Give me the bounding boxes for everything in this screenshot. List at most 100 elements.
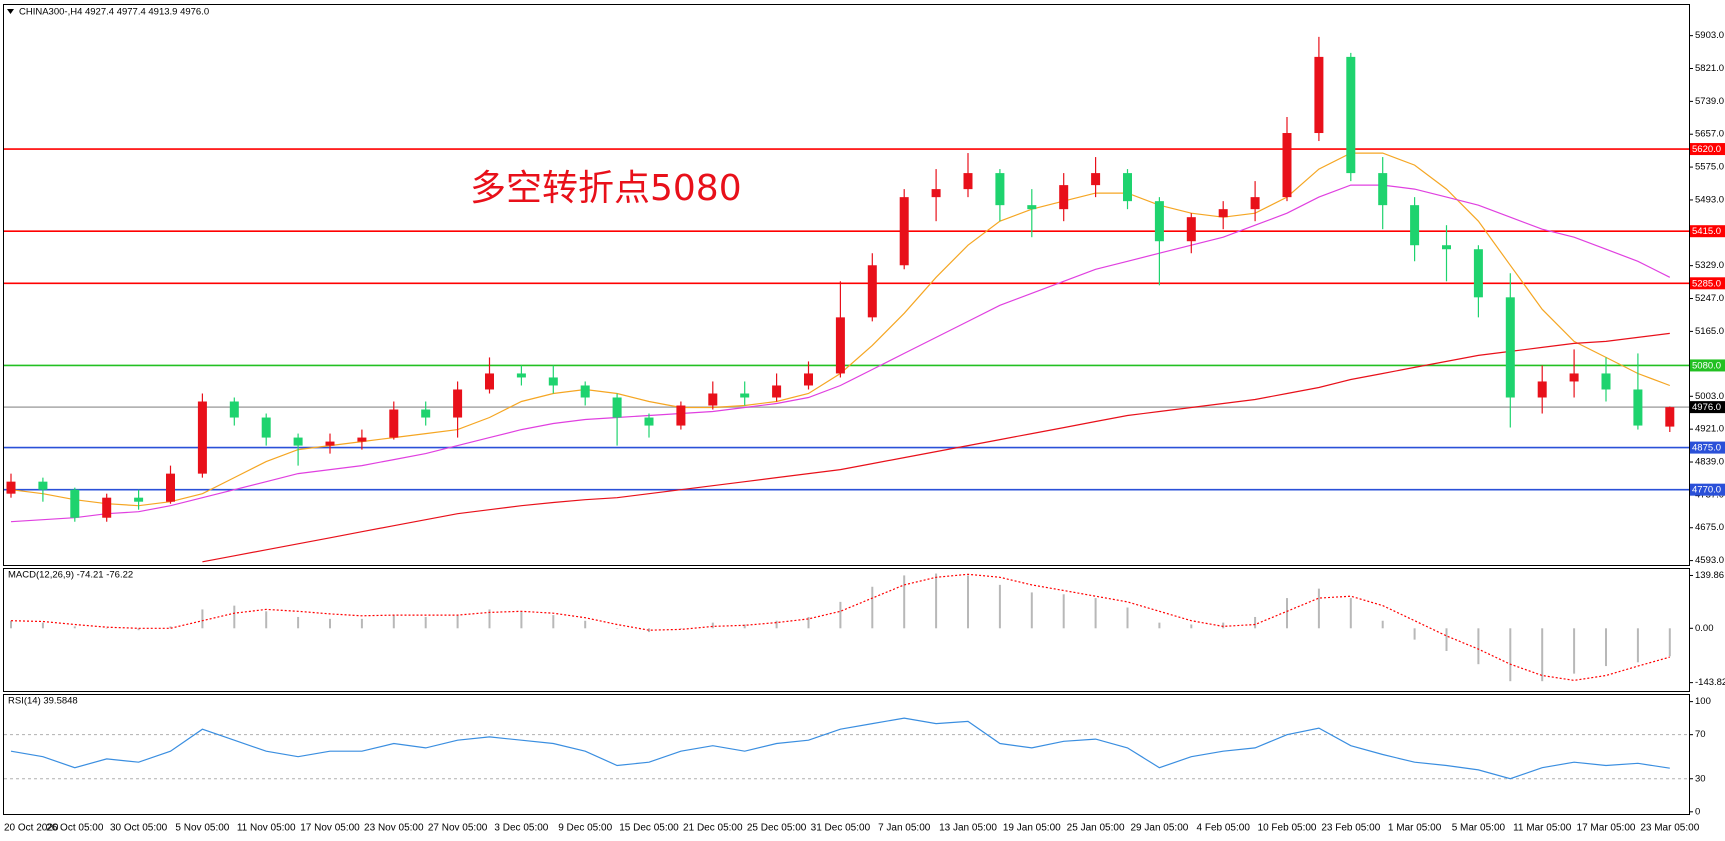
histogram-bar bbox=[520, 611, 523, 629]
histogram-bar bbox=[1222, 622, 1225, 629]
x-tick-label: 23 Mar 05:00 bbox=[1640, 823, 1699, 834]
candle-body bbox=[963, 173, 973, 190]
histogram-bar bbox=[1062, 594, 1065, 629]
x-tick-label: 1 Mar 05:00 bbox=[1388, 823, 1442, 834]
macd-panel-frame bbox=[3, 568, 1690, 692]
y-tick-label: 5739.0 bbox=[1695, 96, 1724, 107]
x-tick-label: 23 Nov 05:00 bbox=[364, 823, 424, 834]
candle-body bbox=[1569, 373, 1579, 382]
candle-body bbox=[676, 405, 686, 426]
candle-body bbox=[612, 397, 622, 418]
moving-average bbox=[10, 184, 1671, 523]
candle-body bbox=[740, 393, 750, 398]
candle-body bbox=[1633, 389, 1643, 426]
x-tick-label: 5 Nov 05:00 bbox=[175, 823, 229, 834]
histogram-bar bbox=[1541, 628, 1544, 682]
histogram-bar bbox=[967, 575, 969, 629]
candle-body bbox=[453, 389, 463, 418]
x-tick-label: 13 Jan 05:00 bbox=[939, 823, 997, 834]
level-label: 5285.0 bbox=[1692, 278, 1721, 289]
histogram-bar bbox=[1254, 616, 1257, 629]
x-tick-label: 20 Oct 2020 bbox=[4, 823, 59, 834]
y-tick-label: 0 bbox=[1695, 806, 1700, 817]
x-tick-label: 19 Jan 05:00 bbox=[1003, 823, 1061, 834]
candle-body bbox=[229, 401, 239, 418]
x-tick-label: 11 Mar 05:00 bbox=[1513, 823, 1572, 834]
level-label: 5620.0 bbox=[1692, 144, 1721, 155]
level-label: 5080.0 bbox=[1692, 360, 1721, 371]
histogram-bar bbox=[392, 615, 395, 629]
y-tick-label: -143.82 bbox=[1695, 677, 1725, 688]
x-tick-label: 5 Mar 05:00 bbox=[1452, 823, 1506, 834]
level-label: 4875.0 bbox=[1692, 443, 1721, 454]
histogram-bar bbox=[297, 616, 300, 629]
histogram-bar bbox=[616, 628, 619, 629]
level-label-box bbox=[1690, 277, 1725, 290]
candle-body bbox=[1410, 205, 1420, 246]
level-label: 5415.0 bbox=[1692, 226, 1721, 237]
x-tick-label: 15 Dec 05:00 bbox=[619, 823, 679, 834]
candle-body bbox=[38, 481, 48, 490]
x-tick-label: 31 Dec 05:00 bbox=[811, 823, 871, 834]
histogram-bar bbox=[1636, 628, 1639, 663]
x-tick-label: 11 Nov 05:00 bbox=[237, 823, 296, 834]
candle-body bbox=[867, 265, 877, 318]
candle-body bbox=[548, 377, 558, 386]
histogram-bar bbox=[1413, 628, 1416, 640]
histogram-bar bbox=[1030, 592, 1033, 629]
histogram-bar bbox=[456, 615, 459, 629]
histogram-bar bbox=[679, 628, 682, 629]
histogram-bar bbox=[10, 620, 12, 629]
candle-body bbox=[1091, 173, 1101, 186]
x-tick-label: 29 Jan 05:00 bbox=[1130, 823, 1188, 834]
histogram-bar bbox=[1509, 628, 1512, 682]
y-tick-label: 4921.0 bbox=[1695, 424, 1724, 435]
y-tick-label: 5493.0 bbox=[1695, 194, 1724, 205]
y-tick-label: 70 bbox=[1695, 729, 1706, 740]
x-tick-label: 9 Dec 05:00 bbox=[558, 823, 612, 834]
candle-body bbox=[772, 385, 782, 398]
candle-body bbox=[1378, 173, 1388, 206]
y-tick-label: 4593.0 bbox=[1695, 555, 1724, 566]
candle-body bbox=[1601, 373, 1611, 390]
candle-body bbox=[1123, 173, 1132, 202]
y-tick-label: 139.86 bbox=[1695, 570, 1724, 581]
moving-average bbox=[202, 332, 1670, 563]
candle-body bbox=[421, 409, 431, 418]
candle-body bbox=[6, 481, 16, 494]
x-tick-label: 25 Jan 05:00 bbox=[1067, 823, 1125, 834]
candle-body bbox=[1473, 249, 1483, 298]
candle-body bbox=[1346, 56, 1356, 174]
y-tick-label: 4839.0 bbox=[1695, 457, 1724, 468]
rsi-line bbox=[10, 717, 1670, 780]
histogram-bar bbox=[73, 626, 76, 629]
histogram-bar bbox=[1668, 628, 1671, 657]
candle-body bbox=[134, 497, 144, 502]
y-tick-label: 0.00 bbox=[1695, 623, 1714, 634]
histogram-bar bbox=[137, 628, 140, 631]
histogram-bar bbox=[105, 628, 108, 629]
candle-body bbox=[1314, 56, 1324, 134]
candle-body bbox=[516, 373, 526, 378]
histogram-bar bbox=[488, 609, 491, 629]
histogram-bar bbox=[998, 584, 1001, 629]
x-tick-label: 23 Feb 05:00 bbox=[1321, 823, 1380, 834]
y-tick-label: 100 bbox=[1695, 696, 1711, 707]
candle-body bbox=[166, 473, 175, 502]
x-tick-label: 25 Dec 05:00 bbox=[747, 823, 807, 834]
histogram-bar bbox=[1381, 620, 1384, 629]
y-tick-label: 5329.0 bbox=[1695, 260, 1724, 271]
candle-body bbox=[70, 489, 80, 518]
panel-title: CHINA300-,H4 4927.4 4977.4 4913.9 4976.0 bbox=[19, 7, 209, 18]
histogram-bar bbox=[839, 601, 842, 629]
x-tick-label: 4 Feb 05:00 bbox=[1197, 823, 1251, 834]
panel-title: MACD(12,26,9) -74.21 -76.22 bbox=[8, 570, 133, 581]
y-tick-label: 5003.0 bbox=[1695, 391, 1724, 402]
histogram-bar bbox=[903, 575, 906, 629]
histogram-bar bbox=[552, 615, 555, 629]
histogram-bar bbox=[1190, 624, 1193, 629]
histogram-bar bbox=[743, 624, 746, 629]
y-tick-label: 5247.0 bbox=[1695, 293, 1724, 304]
